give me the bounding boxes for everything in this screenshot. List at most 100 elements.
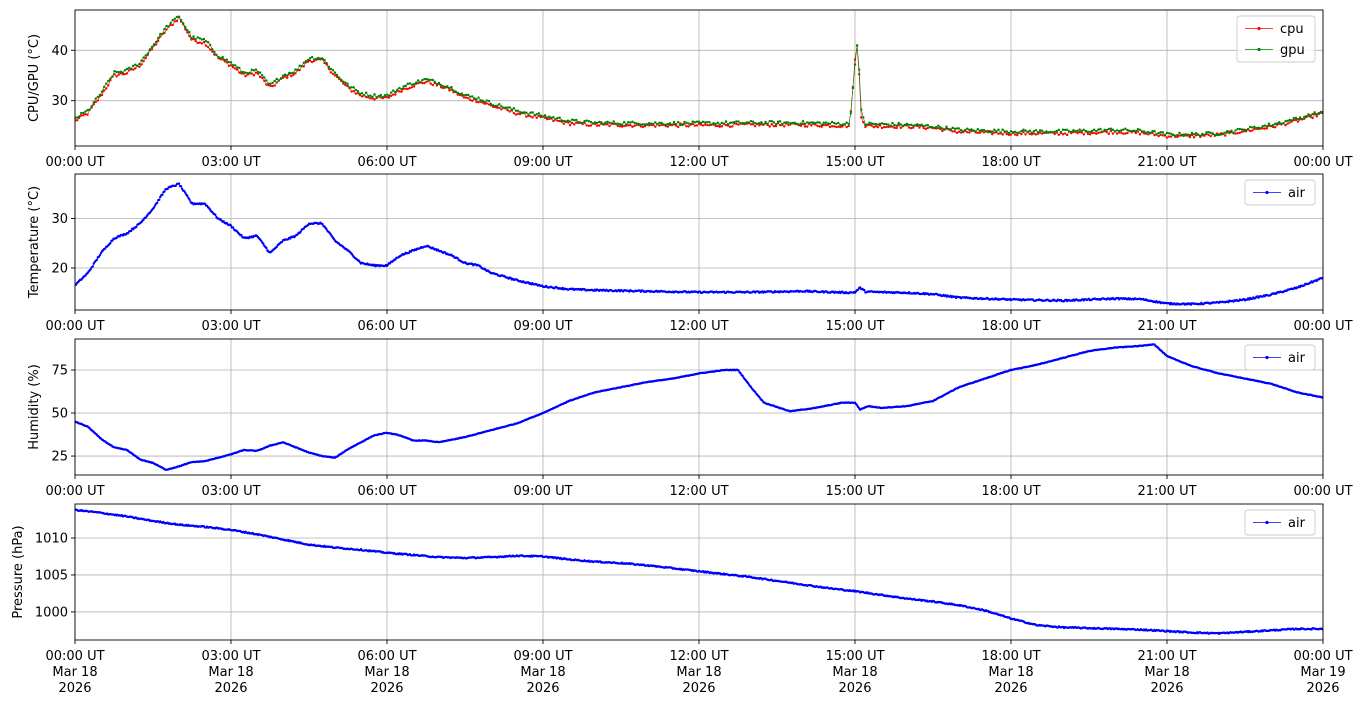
- data-point: [548, 117, 551, 121]
- data-point: [835, 125, 838, 129]
- data-point: [791, 121, 794, 125]
- data-point: [1284, 120, 1287, 123]
- data-point: [793, 121, 796, 125]
- data-point: [184, 25, 187, 29]
- data-point: [469, 95, 472, 98]
- data-point: [1315, 113, 1318, 116]
- data-point: [265, 83, 268, 86]
- data-point: [244, 75, 247, 78]
- data-point: [1005, 130, 1009, 133]
- data-point: [554, 118, 557, 121]
- data-point: [1178, 134, 1181, 137]
- data-point: [1174, 134, 1177, 138]
- data-point: [240, 70, 243, 74]
- data-point: [905, 122, 909, 126]
- data-point: [583, 119, 586, 123]
- data-point: [398, 86, 401, 90]
- data-point: [560, 119, 563, 122]
- data-point: [258, 75, 262, 79]
- data-point: [204, 44, 208, 47]
- data-point: [477, 96, 480, 99]
- data-point: [1209, 135, 1212, 138]
- data-point: [1301, 117, 1304, 121]
- data-point: [398, 90, 401, 93]
- data-point: [181, 22, 185, 25]
- x-tick-label: Mar 18: [1144, 665, 1189, 680]
- x-tick-label: 15:00 UT: [825, 484, 884, 499]
- data-point: [140, 59, 143, 62]
- data-point: [891, 121, 894, 125]
- data-point: [1049, 131, 1052, 134]
- data-point: [132, 68, 135, 71]
- data-point: [706, 123, 709, 127]
- data-point: [1286, 119, 1289, 123]
- data-point: [1061, 133, 1065, 136]
- data-point: [352, 86, 355, 89]
- data-point: [581, 121, 584, 125]
- data-point: [704, 123, 707, 126]
- data-point: [837, 121, 840, 125]
- data-point: [699, 123, 703, 126]
- data-point: [292, 71, 295, 75]
- data-point: [1065, 128, 1069, 132]
- data-point: [957, 130, 961, 133]
- data-point: [1159, 133, 1162, 136]
- data-point: [1176, 135, 1179, 139]
- data-point: [1120, 131, 1123, 134]
- data-point: [1103, 128, 1106, 132]
- data-point: [670, 123, 674, 127]
- data-point: [379, 93, 382, 97]
- data-point: [903, 124, 907, 127]
- data-point: [803, 125, 807, 128]
- data-point: [412, 83, 416, 86]
- data-point: [125, 67, 129, 71]
- data-point: [408, 86, 412, 90]
- data-point: [446, 85, 449, 88]
- x-tick-label: 00:00 UT: [45, 484, 104, 499]
- data-point: [296, 233, 299, 236]
- legend-label-air: air: [1288, 351, 1306, 366]
- data-point: [1313, 111, 1316, 114]
- data-point: [91, 265, 94, 268]
- data-point: [417, 79, 420, 82]
- data-point: [267, 82, 270, 85]
- data-point: [1041, 132, 1044, 135]
- data-point: [90, 105, 93, 108]
- data-point: [685, 125, 688, 128]
- data-point: [899, 126, 902, 130]
- data-point: [652, 122, 655, 126]
- data-point: [932, 126, 936, 130]
- data-point: [496, 106, 499, 109]
- data-point: [1240, 128, 1244, 131]
- data-point: [379, 96, 382, 99]
- data-point: [820, 125, 823, 128]
- series-markers-air: [75, 343, 1323, 471]
- data-point: [1296, 117, 1300, 121]
- data-point: [1313, 112, 1316, 116]
- chart-panel-0: 00:00 UT 03:00 UT 06:00 UT 09:00 UT 12:00 UT…: [27, 9, 1353, 170]
- x-tick-label: 00:00 UT: [45, 155, 104, 170]
- data-point: [1203, 133, 1206, 137]
- data-point: [180, 187, 184, 191]
- data-point: [1157, 134, 1160, 138]
- x-tick-label: 18:00 UT: [981, 319, 1040, 334]
- data-point: [1207, 131, 1210, 134]
- data-point: [310, 60, 314, 64]
- x-tick-label: 18:00 UT: [981, 484, 1040, 499]
- data-point: [1095, 129, 1098, 133]
- data-point: [1063, 128, 1067, 131]
- data-point: [768, 125, 771, 128]
- data-point: [450, 85, 453, 89]
- data-point: [1267, 124, 1271, 127]
- data-point: [947, 127, 950, 131]
- data-point: [855, 44, 859, 47]
- data-point: [136, 64, 139, 68]
- y-tick-label: 25: [51, 450, 68, 465]
- data-point: [1219, 133, 1223, 136]
- data-point: [993, 128, 996, 131]
- data-point: [1167, 132, 1171, 135]
- data-point: [1180, 134, 1183, 137]
- data-point: [400, 87, 403, 91]
- data-point: [217, 55, 220, 59]
